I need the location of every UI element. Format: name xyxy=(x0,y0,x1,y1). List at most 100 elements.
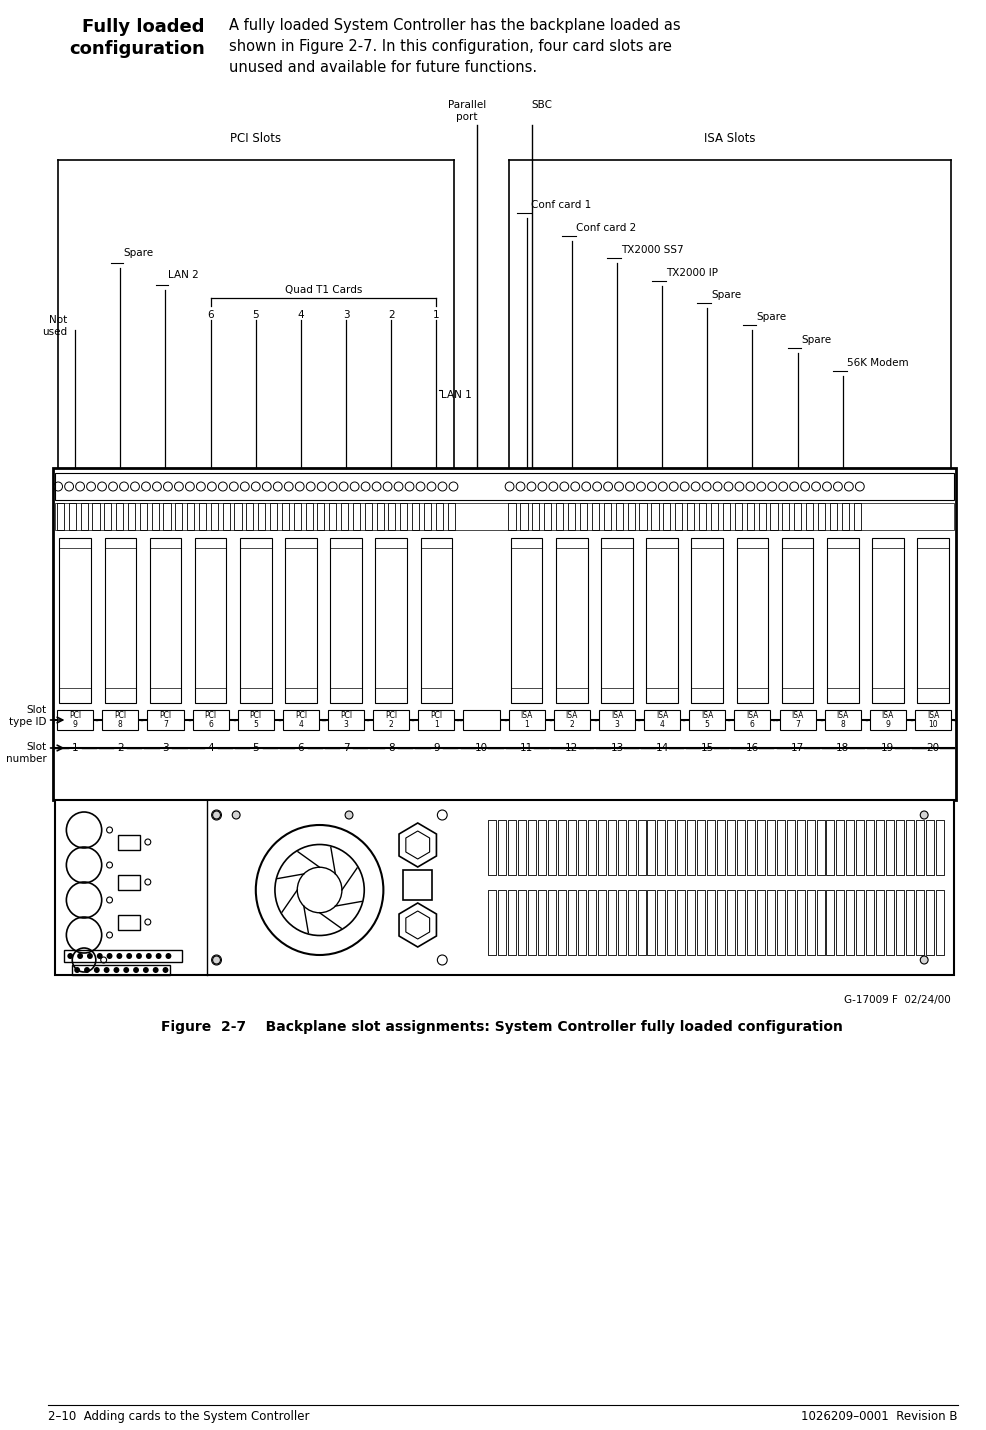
Bar xyxy=(651,503,658,531)
Bar xyxy=(192,711,229,729)
Bar xyxy=(118,875,140,889)
Bar xyxy=(905,819,913,875)
Circle shape xyxy=(126,952,132,960)
Bar xyxy=(717,889,725,955)
Bar xyxy=(727,889,735,955)
Bar xyxy=(508,503,515,531)
Bar xyxy=(57,711,93,729)
Circle shape xyxy=(136,952,142,960)
Circle shape xyxy=(123,967,129,972)
Text: Spare: Spare xyxy=(801,335,831,345)
Text: 6: 6 xyxy=(298,744,304,754)
Bar xyxy=(781,538,812,704)
Bar xyxy=(150,538,181,704)
Bar xyxy=(835,819,844,875)
Bar xyxy=(59,538,91,704)
Bar xyxy=(826,538,858,704)
Bar xyxy=(657,889,665,955)
Bar xyxy=(528,819,535,875)
Bar xyxy=(647,889,655,955)
Bar xyxy=(488,889,496,955)
Bar xyxy=(607,819,615,875)
Bar xyxy=(746,819,754,875)
Text: LAN 2: LAN 2 xyxy=(169,270,199,280)
Bar xyxy=(118,835,140,849)
Bar xyxy=(81,503,88,531)
Bar xyxy=(223,503,230,531)
Text: 11: 11 xyxy=(520,744,532,754)
Bar xyxy=(418,711,454,729)
Bar xyxy=(696,889,704,955)
Text: 3: 3 xyxy=(162,744,169,754)
Bar xyxy=(306,503,313,531)
Text: 7: 7 xyxy=(342,744,349,754)
Bar xyxy=(508,711,544,729)
Bar xyxy=(905,889,913,955)
Bar xyxy=(285,538,317,704)
Circle shape xyxy=(146,952,152,960)
Bar xyxy=(885,819,893,875)
Text: 4: 4 xyxy=(207,744,214,754)
Bar xyxy=(736,538,767,704)
Text: 13: 13 xyxy=(609,744,623,754)
Bar xyxy=(537,889,545,955)
Circle shape xyxy=(77,952,83,960)
Text: 16: 16 xyxy=(745,744,758,754)
Bar xyxy=(557,819,565,875)
Bar xyxy=(841,503,848,531)
Bar xyxy=(637,889,645,955)
Bar xyxy=(531,503,539,531)
Text: 5: 5 xyxy=(252,310,259,320)
Bar xyxy=(567,889,576,955)
Bar xyxy=(727,819,735,875)
Bar xyxy=(329,503,336,531)
Bar xyxy=(627,889,635,955)
Circle shape xyxy=(87,952,93,960)
Bar xyxy=(776,889,784,955)
Bar xyxy=(856,819,864,875)
Text: ISA
10: ISA 10 xyxy=(926,711,939,729)
Bar xyxy=(756,889,764,955)
Bar xyxy=(796,819,804,875)
Bar xyxy=(782,503,789,531)
Bar xyxy=(758,503,765,531)
Bar xyxy=(578,819,586,875)
Bar xyxy=(199,503,206,531)
Bar xyxy=(352,503,360,531)
Bar xyxy=(488,819,496,875)
Bar xyxy=(294,503,301,531)
Circle shape xyxy=(143,967,149,972)
Bar xyxy=(547,819,555,875)
Bar xyxy=(607,889,615,955)
Bar xyxy=(646,538,677,704)
Text: ISA
7: ISA 7 xyxy=(791,711,803,729)
Bar xyxy=(447,503,455,531)
Circle shape xyxy=(84,967,90,972)
Text: PCI
2: PCI 2 xyxy=(385,711,397,729)
Bar xyxy=(258,503,265,531)
Bar xyxy=(756,819,764,875)
Bar xyxy=(663,503,669,531)
Text: 1: 1 xyxy=(72,744,79,754)
Text: ISA
3: ISA 3 xyxy=(610,711,622,729)
Bar xyxy=(508,819,516,875)
Text: ISA
9: ISA 9 xyxy=(880,711,893,729)
Bar xyxy=(885,889,893,955)
Text: Parallel
port: Parallel port xyxy=(448,100,485,122)
Bar xyxy=(578,889,586,955)
Text: Spare: Spare xyxy=(711,290,740,300)
Bar xyxy=(686,503,693,531)
Bar xyxy=(806,819,813,875)
Bar xyxy=(667,889,674,955)
Text: PCI
3: PCI 3 xyxy=(340,711,352,729)
Text: PCI Slots: PCI Slots xyxy=(230,132,281,144)
Text: ISA
8: ISA 8 xyxy=(836,711,848,729)
Text: PCI
7: PCI 7 xyxy=(160,711,172,729)
Text: ISA
6: ISA 6 xyxy=(745,711,758,729)
Bar xyxy=(856,889,864,955)
Bar xyxy=(866,889,874,955)
Bar xyxy=(376,503,384,531)
Text: 3: 3 xyxy=(342,310,349,320)
Bar xyxy=(853,503,860,531)
Bar xyxy=(364,503,372,531)
